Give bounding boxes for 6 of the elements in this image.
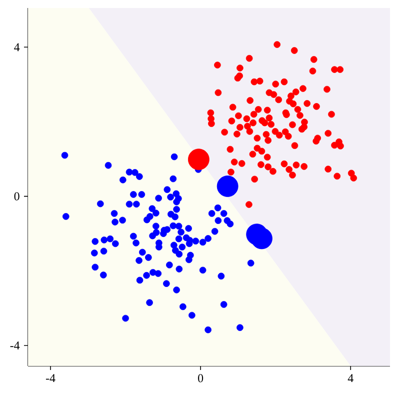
x-tick-label: -4: [46, 374, 56, 382]
x-tick-label: 0: [198, 374, 204, 382]
y-tick-label: -4: [10, 342, 20, 350]
y-tick-label: 0: [14, 192, 20, 200]
x-tick-label: 4: [348, 374, 354, 382]
y-tick-label: 4: [14, 43, 20, 52]
